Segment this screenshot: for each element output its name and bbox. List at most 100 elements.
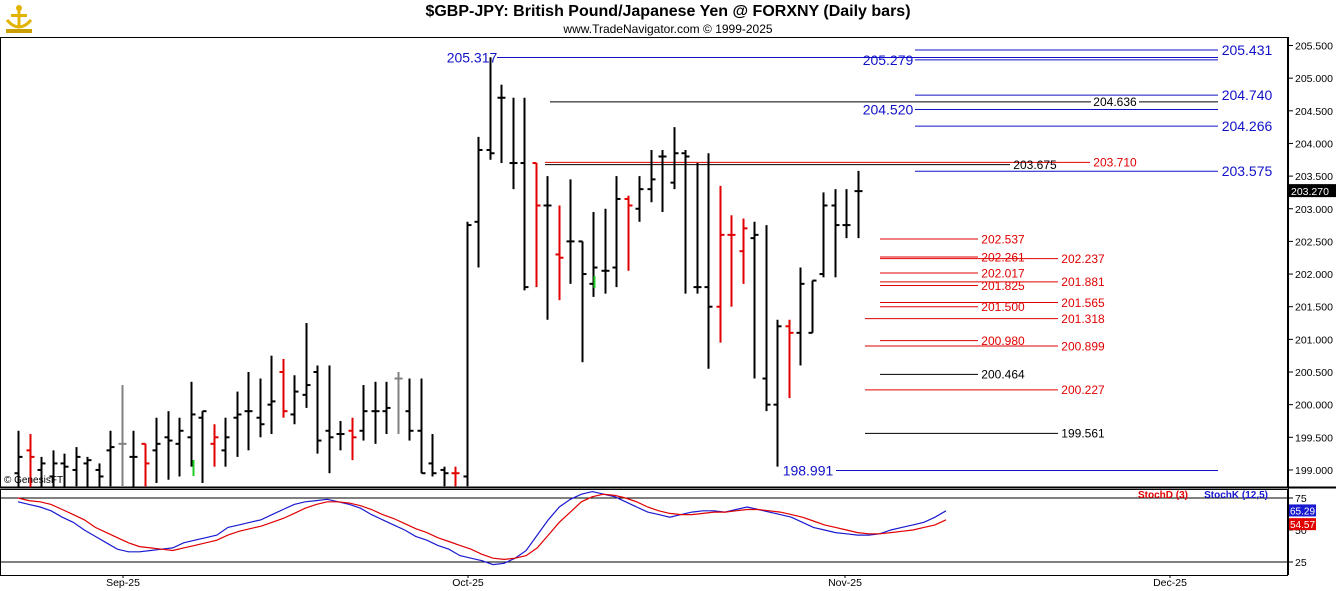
price-tick-label: 205.000 (1295, 73, 1333, 85)
price-tick-label: 203.500 (1295, 171, 1333, 183)
price-level-label: 201.825 (981, 279, 1025, 293)
ohlc-bar (578, 240, 587, 363)
stoch-panel-border (0, 489, 1288, 576)
price-level-label: 202.237 (1061, 252, 1105, 266)
ohlc-bar (106, 430, 115, 487)
ohlc-bar (267, 355, 276, 435)
stoch-tick-label: 25 (1295, 557, 1307, 569)
ohlc-bar (256, 378, 265, 438)
ohlc-bar (440, 466, 449, 487)
stoch-k-value-box (1289, 504, 1316, 517)
stoch-k-legend: StochK (12,5) (1204, 490, 1268, 501)
stoch-d-line (17, 493, 947, 561)
x-tick-label: Oct-25 (452, 577, 484, 589)
ohlc-bar (750, 221, 759, 379)
ohlc-bar (37, 456, 46, 487)
ohlc-bar (854, 170, 863, 239)
price-level-label: 200.899 (1061, 339, 1105, 353)
ohlc-bar (428, 434, 437, 477)
ohlc-bar (670, 127, 679, 190)
price-level-label: 200.464 (981, 368, 1025, 382)
ohlc-bar (716, 185, 725, 343)
stoch-tick-label: 50 (1295, 525, 1307, 537)
price-level-label: 205.431 (1222, 42, 1273, 58)
stoch-lines (17, 490, 947, 566)
ohlc-bar (486, 57, 495, 160)
ohlc-bar (83, 456, 92, 487)
price-tick-label: 202.000 (1295, 269, 1333, 281)
price-tick-label: 201.500 (1295, 302, 1333, 314)
ohlc-bar (198, 410, 207, 484)
ohlc-bar (210, 424, 219, 467)
price-level-label: 201.318 (1061, 312, 1105, 326)
ohlc-bar (26, 434, 35, 487)
ohlc-bar (693, 163, 702, 294)
ohlc-bar (359, 385, 368, 441)
chart-subtitle: www.TradeNavigator.com © 1999-2025 (563, 22, 773, 36)
price-level-label: 199.561 (1061, 427, 1105, 441)
ohlc-bar (647, 149, 656, 203)
stoch-k-value: 65.29 (1290, 506, 1315, 517)
ohlc-bar (233, 391, 242, 457)
ohlc-bar (520, 97, 529, 291)
ohlc-bar (129, 430, 138, 487)
ohlc-bar (95, 463, 104, 487)
ohlc-bar (739, 218, 748, 284)
ohlc-bar (808, 279, 817, 334)
price-level-label: 204.266 (1222, 118, 1273, 134)
ohlc-bar (785, 319, 794, 399)
price-level-label: 201.500 (981, 300, 1025, 314)
ohlc-bar (221, 417, 230, 467)
ohlc-bar (612, 176, 621, 288)
last-price-box (1289, 184, 1336, 198)
ohlc-bar (842, 189, 851, 239)
x-tick-label: Sep-25 (106, 577, 140, 589)
ohlc-bar (302, 323, 311, 408)
ohlc-bar (394, 372, 403, 435)
chart-title: $GBP-JPY: British Pound/Japanese Yen @ F… (425, 3, 911, 20)
ohlc-bar (497, 84, 506, 164)
ohlc-bar (141, 442, 150, 487)
ohlc-bar (543, 176, 552, 320)
ohlc-bar (118, 385, 127, 487)
copyright-label: © GenesisFT (4, 475, 63, 486)
price-level-label: 201.565 (1061, 296, 1105, 310)
stoch-tick-label: 75 (1295, 493, 1307, 505)
ohlc-bar (313, 365, 322, 454)
ohlc-bar (348, 417, 357, 461)
price-level-label: 205.317 (447, 49, 498, 65)
price-level-label: 200.980 (981, 334, 1025, 348)
ohlc-bar (60, 453, 69, 487)
ohlc-bar (279, 358, 288, 418)
ohlc-bar (405, 378, 414, 441)
ohlc-bar (325, 365, 334, 474)
price-tick-label: 202.500 (1295, 236, 1333, 248)
price-tick-label: 201.000 (1295, 334, 1333, 346)
price-level-label: 201.881 (1061, 275, 1105, 289)
stoch-k-line (17, 490, 947, 566)
ohlc-bar (72, 447, 81, 487)
price-level-label: 203.675 (1013, 158, 1057, 172)
price-level-label: 205.279 (863, 52, 914, 68)
ohlc-bar (555, 205, 564, 301)
ohlc-bar (336, 420, 345, 451)
x-tick-label: Dec-25 (1153, 577, 1187, 589)
price-level-label: 204.740 (1222, 87, 1273, 103)
price-level-label: 202.537 (981, 232, 1025, 246)
ohlc-bar (175, 417, 184, 477)
price-tick-label: 200.500 (1295, 367, 1333, 379)
last-price-label: 203.270 (1291, 186, 1329, 198)
ohlc-bar (601, 208, 610, 294)
ohlc-bar (762, 225, 771, 412)
ohlc-bar (704, 153, 713, 369)
ohlc-bar (831, 189, 840, 278)
price-level-label: 200.227 (1061, 383, 1105, 397)
ohlc-bar (382, 381, 391, 435)
price-level-label: 202.261 (981, 250, 1025, 264)
price-tick-label: 204.500 (1295, 106, 1333, 118)
ohlc-bar (49, 450, 58, 487)
price-level-label: 203.710 (1093, 156, 1137, 170)
ohlc-bar (152, 417, 161, 484)
